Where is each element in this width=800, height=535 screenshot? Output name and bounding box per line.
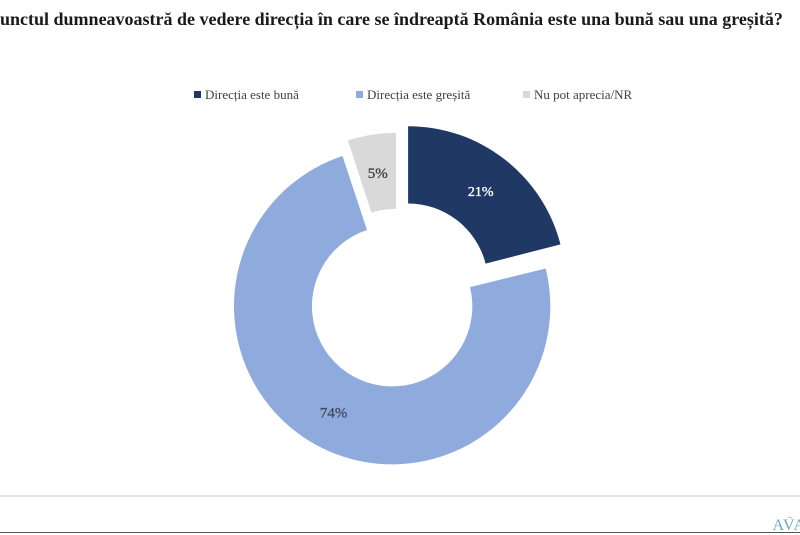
svg-text:5%: 5% — [368, 166, 388, 182]
svg-text:74%: 74% — [320, 406, 348, 422]
svg-text:21%: 21% — [468, 185, 494, 200]
